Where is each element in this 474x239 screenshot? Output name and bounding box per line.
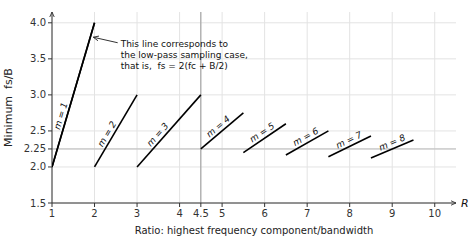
grid-line (52, 148, 456, 149)
grid-line (52, 203, 456, 204)
grid-line (434, 12, 435, 203)
x-tick-label: 3 (134, 208, 140, 219)
grid-line (52, 22, 456, 23)
y-tick (48, 22, 52, 23)
x-tick (434, 203, 435, 207)
y-tick (48, 148, 52, 149)
x-tick-label: 7 (304, 208, 310, 219)
x-tick (222, 203, 223, 207)
grid-line (392, 12, 393, 203)
x-tick-label: 2 (91, 208, 97, 219)
y-tick-label: 1.5 (30, 198, 46, 209)
grid-line (52, 94, 456, 95)
grid-line (52, 58, 456, 59)
x-tick-label: 6 (261, 208, 267, 219)
x-tick-label: 10 (428, 208, 441, 219)
x-axis-label: Ratio: highest frequency component/bandw… (135, 225, 374, 236)
line-labels: m = 1 m = 2 m = 3 m = 4 m = 5 m = 6 m = 7 m = 8 (52, 101, 407, 152)
x-tick-label: 4 (176, 208, 182, 219)
annotation-arrow (93, 37, 117, 43)
y-tick-label: 2.25 (24, 143, 46, 154)
x-tick (392, 203, 393, 207)
line-label: m = 5 (248, 121, 277, 145)
y-tick-label: 2.5 (30, 125, 46, 136)
grid-line (52, 166, 456, 167)
x-tick-label: 4.5 (193, 208, 209, 219)
y-tick-label: 2.0 (30, 161, 46, 172)
grid (52, 12, 456, 203)
x-tick (349, 203, 350, 207)
annotation: This line corresponds tothe low-pass sam… (120, 39, 248, 71)
chart: 1 2 3 4 4.5 5 6 7 8 9 10 1.5 2.0 2.25 2.5 3.0 3.5 4.0 Rati… (0, 0, 474, 239)
grid-line (307, 12, 308, 203)
x-axis (52, 203, 456, 204)
line (52, 23, 95, 167)
reference-line (52, 148, 456, 149)
axis-end-label: R (461, 197, 469, 210)
y-axis (52, 12, 53, 203)
grid-line (264, 12, 265, 203)
x-tick (137, 203, 138, 207)
x-tick (264, 203, 265, 207)
y-tick (48, 58, 52, 59)
x-tick (200, 203, 201, 207)
lines (52, 23, 413, 167)
x-tick-label: 5 (219, 208, 225, 219)
y-axis-label: Minimum fs/B (2, 68, 15, 147)
line-label: m = 7 (334, 129, 364, 150)
grid-line (349, 12, 350, 203)
line-label: m = 6 (291, 126, 320, 148)
line (95, 95, 138, 167)
y-tick-label: 4.0 (30, 17, 46, 28)
line-label: m = 3 (145, 121, 171, 149)
x-tick (307, 203, 308, 207)
line-label: m = 8 (377, 132, 407, 152)
y-tick (48, 130, 52, 131)
line (52, 23, 95, 167)
grid-line (94, 12, 95, 203)
grid-line (52, 12, 53, 203)
y-tick-label: 3.0 (30, 89, 46, 100)
line (137, 95, 201, 167)
y-tick (48, 94, 52, 95)
line-label: m = 2 (96, 119, 119, 148)
line (201, 113, 244, 149)
x-tick (94, 203, 95, 207)
line-label: m = 1 (52, 101, 69, 130)
x-tick-label: 8 (346, 208, 352, 219)
y-tick (48, 166, 52, 167)
line-label: m = 4 (204, 113, 232, 139)
x-tick-label: 9 (389, 208, 395, 219)
y-tick-label: 3.5 (30, 53, 46, 64)
x-tick-label: 1 (49, 208, 55, 219)
y-tick (48, 203, 52, 204)
x-tick (52, 203, 53, 207)
x-tick (179, 203, 180, 207)
